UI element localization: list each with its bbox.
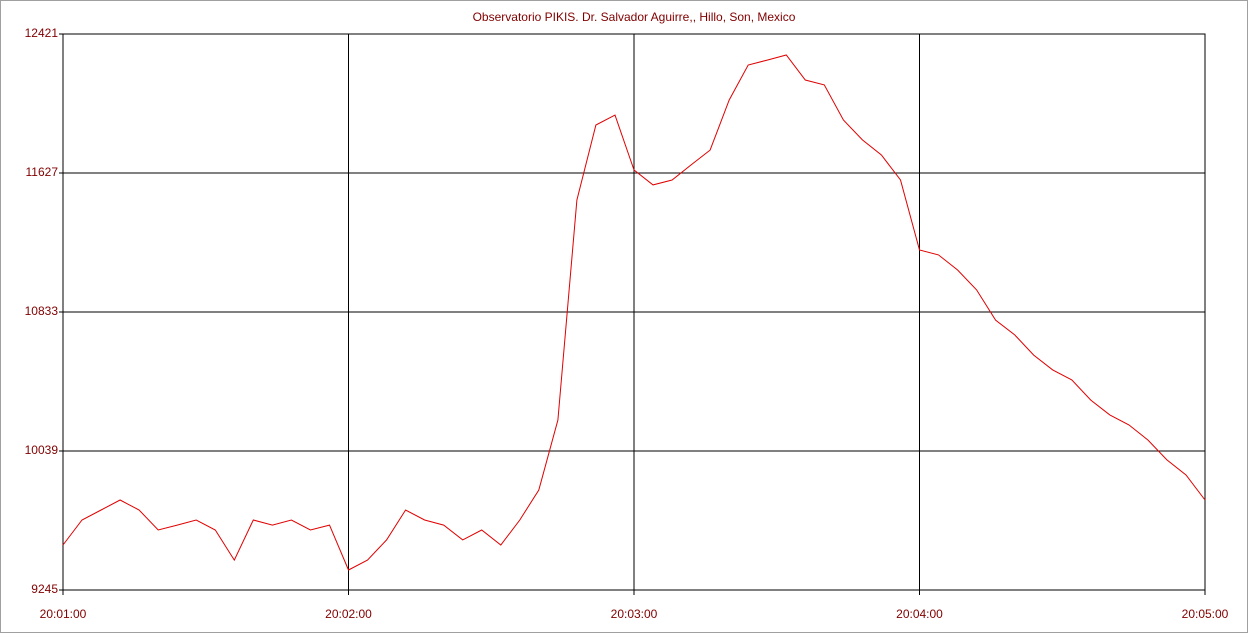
x-tick-label: 20:01:00	[40, 607, 87, 621]
x-tick-label: 20:02:00	[325, 607, 372, 621]
x-tick-label: 20:03:00	[611, 607, 658, 621]
y-tick-label: 12421	[25, 26, 59, 40]
chart-title: Observatorio PIKIS. Dr. Salvador Aguirre…	[473, 10, 796, 24]
y-tick-label: 11627	[26, 165, 59, 179]
y-tick-label: 10833	[25, 304, 59, 318]
y-tick-label: 9245	[31, 582, 58, 596]
x-tick-label: 20:04:00	[896, 607, 943, 621]
y-tick-label: 10039	[25, 443, 59, 457]
x-tick-label: 20:05:00	[1182, 607, 1229, 621]
data-line	[62, 54, 1206, 571]
